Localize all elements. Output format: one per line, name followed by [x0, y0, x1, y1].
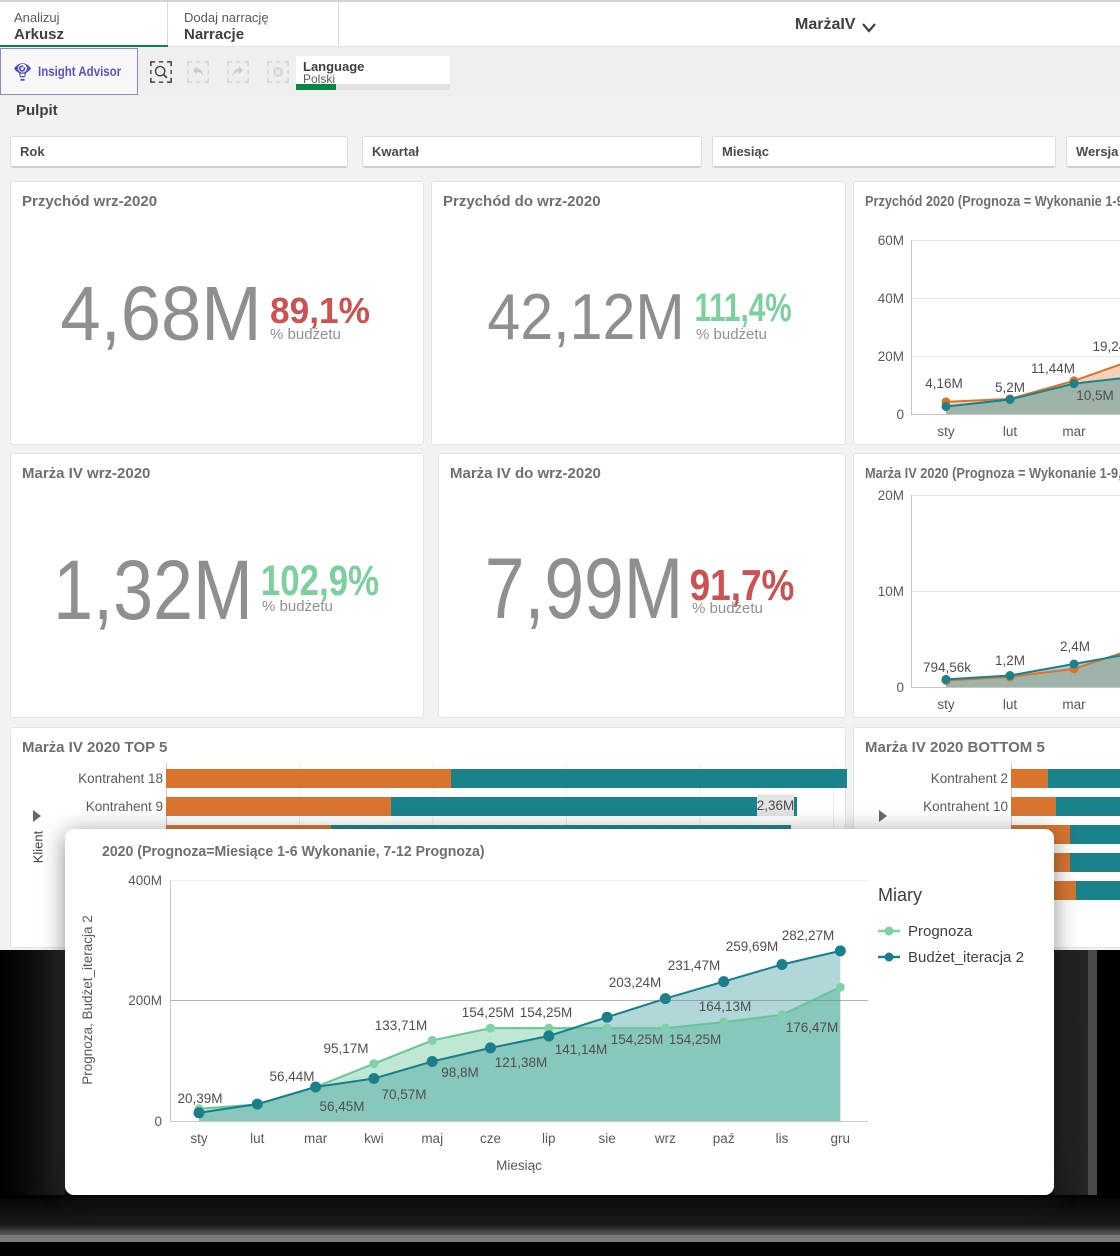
svg-text:200M: 200M [128, 993, 162, 1008]
svg-text:Prognoza, Budżet_iteracja 2: Prognoza, Budżet_iteracja 2 [80, 915, 95, 1085]
svg-text:2,4M: 2,4M [1060, 639, 1090, 654]
svg-text:Miesiąc: Miesiąc [496, 1158, 542, 1173]
svg-text:154,25M: 154,25M [520, 1005, 573, 1020]
svg-text:lis: lis [776, 1131, 789, 1146]
svg-text:154,25M: 154,25M [669, 1032, 722, 1047]
svg-text:Miary: Miary [878, 885, 922, 905]
svg-text:231,47M: 231,47M [668, 958, 721, 973]
svg-text:154,25M: 154,25M [611, 1032, 664, 1047]
svg-text:4,16M: 4,16M [925, 376, 963, 391]
svg-text:20,39M: 20,39M [177, 1091, 222, 1106]
svg-text:cze: cze [480, 1131, 501, 1146]
svg-text:282,27M: 282,27M [782, 928, 835, 943]
svg-text:0: 0 [154, 1114, 162, 1129]
svg-text:141,14M: 141,14M [555, 1042, 608, 1057]
svg-text:sie: sie [598, 1131, 615, 1146]
svg-text:10,5M: 10,5M [1076, 388, 1114, 403]
svg-text:98,8M: 98,8M [441, 1065, 479, 1080]
svg-text:121,38M: 121,38M [495, 1055, 548, 1070]
svg-text:Prognoza: Prognoza [908, 923, 973, 940]
svg-text:164,13M: 164,13M [699, 999, 752, 1014]
svg-text:mar: mar [1062, 697, 1086, 712]
svg-text:paź: paź [713, 1131, 735, 1146]
svg-text:kwi: kwi [364, 1131, 384, 1146]
svg-text:Kontrahent 10: Kontrahent 10 [923, 799, 1008, 814]
svg-text:sty: sty [937, 697, 955, 712]
svg-text:794,56k: 794,56k [923, 660, 971, 675]
svg-text:70,57M: 70,57M [381, 1087, 426, 1102]
svg-text:Kontrahent 18: Kontrahent 18 [78, 771, 163, 786]
svg-text:154,25M: 154,25M [462, 1005, 515, 1020]
svg-text:56,45M: 56,45M [319, 1099, 364, 1114]
svg-text:gru: gru [831, 1131, 851, 1146]
svg-text:sty: sty [190, 1131, 208, 1146]
svg-text:5,2M: 5,2M [995, 380, 1025, 395]
svg-text:maj: maj [421, 1131, 443, 1146]
svg-text:40M: 40M [878, 291, 904, 306]
svg-text:mar: mar [1062, 424, 1086, 439]
svg-text:lut: lut [1003, 424, 1018, 439]
svg-text:lut: lut [1003, 697, 1018, 712]
svg-text:lip: lip [542, 1131, 556, 1146]
svg-text:Kontrahent 2: Kontrahent 2 [931, 771, 1008, 786]
svg-text:1,2M: 1,2M [995, 653, 1025, 668]
svg-text:mar: mar [304, 1131, 328, 1146]
svg-text:10M: 10M [878, 584, 904, 599]
svg-text:56,44M: 56,44M [269, 1069, 314, 1084]
svg-text:176,47M: 176,47M [786, 1020, 839, 1035]
svg-text:lut: lut [250, 1131, 265, 1146]
svg-text:60M: 60M [878, 233, 904, 248]
svg-text:20M: 20M [878, 349, 904, 364]
svg-text:wrz: wrz [654, 1131, 676, 1146]
svg-text:2,36M: 2,36M [757, 798, 795, 813]
svg-text:95,17M: 95,17M [323, 1041, 368, 1056]
svg-text:Budżet_iteracja 2: Budżet_iteracja 2 [908, 949, 1024, 966]
svg-text:19,24M: 19,24M [1092, 339, 1120, 354]
svg-text:0: 0 [896, 680, 904, 695]
svg-text:133,71M: 133,71M [375, 1018, 428, 1033]
svg-text:0: 0 [896, 407, 904, 422]
svg-text:11,44M: 11,44M [1031, 361, 1075, 376]
svg-text:400M: 400M [128, 873, 162, 888]
svg-text:259,69M: 259,69M [726, 939, 779, 954]
svg-text:203,24M: 203,24M [609, 975, 662, 990]
svg-text:sty: sty [937, 424, 955, 439]
svg-text:20M: 20M [878, 488, 904, 503]
svg-text:Kontrahent 9: Kontrahent 9 [86, 799, 163, 814]
